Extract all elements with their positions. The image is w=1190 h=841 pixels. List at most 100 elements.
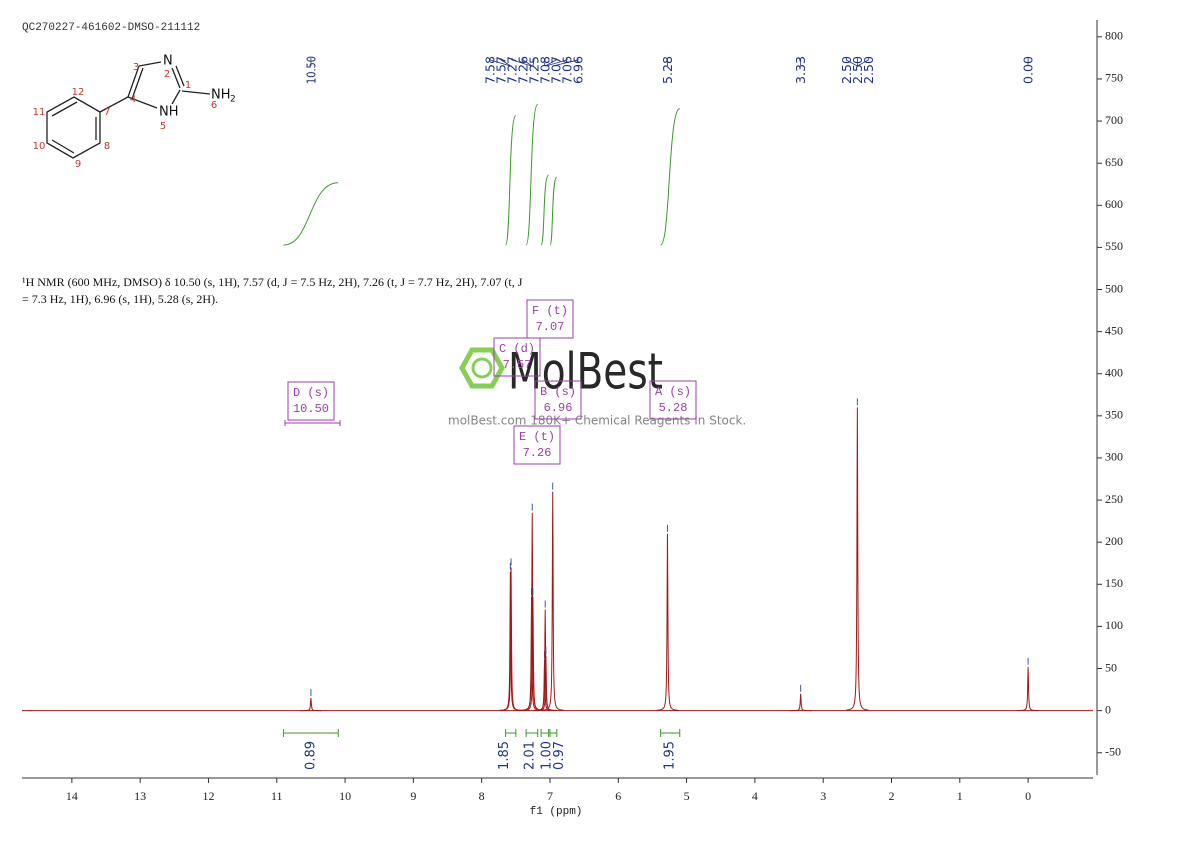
peak-label-leader [552, 58, 579, 67]
y-tick-label: 400 [1105, 365, 1123, 379]
multiplet-shift: 10.50 [293, 402, 329, 416]
x-tick-label: 0 [1025, 789, 1031, 803]
description: = 7.3 Hz, 1H), 6.96 (s, 1H), 5.28 (s, 2H… [22, 292, 218, 306]
y-tick-label: 650 [1105, 155, 1123, 169]
bond [127, 65, 140, 98]
integral-bracket [540, 729, 550, 737]
peak [300, 697, 322, 712]
integral-label: 1.85 [497, 741, 512, 770]
atom-subscript: 2 [230, 95, 236, 105]
peak-label-leader [511, 58, 532, 67]
integral-bracket [505, 729, 517, 737]
x-tick-label: 4 [752, 789, 758, 803]
peak-label-leader [522, 58, 533, 67]
atom-number: 8 [104, 141, 110, 152]
y-tick-label: 300 [1105, 450, 1123, 464]
x-axis-label: f1 (ppm) [530, 806, 583, 818]
peak-label-leader [545, 58, 568, 67]
peak-label: 7.08 [539, 56, 553, 84]
x-tick-label: 11 [271, 789, 283, 803]
peak [534, 655, 557, 712]
multiplet-name: D (s) [293, 386, 329, 400]
watermark: MolBest molBest.com 180K+ Chemical Reagen… [448, 343, 746, 428]
atom-number: 12 [72, 87, 85, 98]
peak-label: 3.33 [794, 56, 808, 84]
peak [789, 693, 812, 712]
integral-bracket [525, 729, 539, 737]
atom-number: 3 [133, 62, 139, 73]
x-tick-label: 9 [410, 789, 416, 803]
multiplet-name: A (s) [655, 385, 691, 399]
y-tick-label: 350 [1105, 408, 1123, 422]
description: ¹H NMR (600 MHz, DMSO) δ 10.50 (s, 1H), … [22, 275, 523, 289]
atom-number: 6 [211, 100, 217, 111]
atom-number: 7 [104, 107, 110, 118]
peak-label-leader [500, 58, 512, 67]
benzene-ring [46, 96, 101, 159]
peak-label: 7.07 [550, 56, 564, 84]
atom-number: 10 [33, 141, 46, 152]
bond [99, 96, 129, 113]
logo [459, 347, 505, 389]
multiplet-box [287, 381, 335, 421]
bond [181, 90, 211, 95]
peak-label-leader [545, 58, 557, 67]
peak-label: 7.25 [528, 56, 542, 84]
atom: NH [211, 88, 231, 103]
integral-bracket [660, 729, 681, 737]
logo [471, 357, 493, 379]
y-tick-label: 700 [1105, 113, 1123, 127]
atom-labels: N NH 2 NH [159, 54, 236, 120]
structure [46, 61, 211, 159]
multiplet-name: E (t) [519, 430, 555, 444]
multiplet-shift: 5.28 [659, 401, 688, 415]
bond [131, 67, 144, 100]
y-tick-label: 600 [1105, 197, 1123, 211]
bond [175, 65, 185, 87]
y-tick-label: 250 [1105, 492, 1123, 506]
atom-number: 2 [164, 69, 170, 80]
peak [656, 533, 679, 711]
multiplet-name: C (d) [499, 342, 535, 356]
peak [1017, 666, 1040, 712]
peak-label-leader [544, 58, 546, 67]
atom: N [163, 54, 173, 69]
x-tick-label: 1 [957, 789, 963, 803]
peak-label: 2.50 [840, 56, 854, 84]
integral-bracket [549, 729, 558, 737]
x-tick-label: 2 [889, 789, 895, 803]
x-tick-label: 6 [615, 789, 621, 803]
bond [138, 61, 162, 67]
multiplet-box [493, 337, 541, 377]
x-tick-label: 3 [820, 789, 826, 803]
bond [51, 101, 78, 117]
y-tick-label: 0 [1105, 702, 1111, 716]
x-tick-label: 8 [479, 789, 485, 803]
peak-label-leader [489, 58, 511, 67]
multiplet-shift: 7.57 [503, 358, 532, 372]
y-tick-label: 500 [1105, 281, 1123, 295]
multiplet-range [284, 420, 341, 426]
peak [846, 407, 869, 711]
bond [171, 89, 181, 105]
sample-id: QC270227-461602-DMSO-211112 [22, 22, 200, 34]
peak-label-leader [532, 58, 535, 67]
multiplet-shift: 6.96 [544, 401, 573, 415]
x-tick-label: 5 [684, 789, 690, 803]
bond [51, 139, 75, 154]
peak-label: 0.00 [1022, 56, 1036, 84]
peak [500, 567, 523, 711]
y-tick-label: 200 [1105, 534, 1123, 548]
multiplet-box [534, 380, 582, 420]
peak-label-leader [845, 58, 858, 67]
integral-label: 0.89 [303, 741, 318, 770]
multiplet-name: B (s) [540, 385, 576, 399]
peak-label: 5.28 [661, 56, 675, 84]
integral-bracket [283, 729, 339, 737]
peak-label: 7.58 [484, 56, 498, 84]
integral-label: 1.95 [663, 741, 678, 770]
multiplet-name: F (t) [532, 304, 568, 318]
y-tick-label: -50 [1105, 744, 1121, 758]
integral-label: 2.01 [522, 741, 537, 770]
